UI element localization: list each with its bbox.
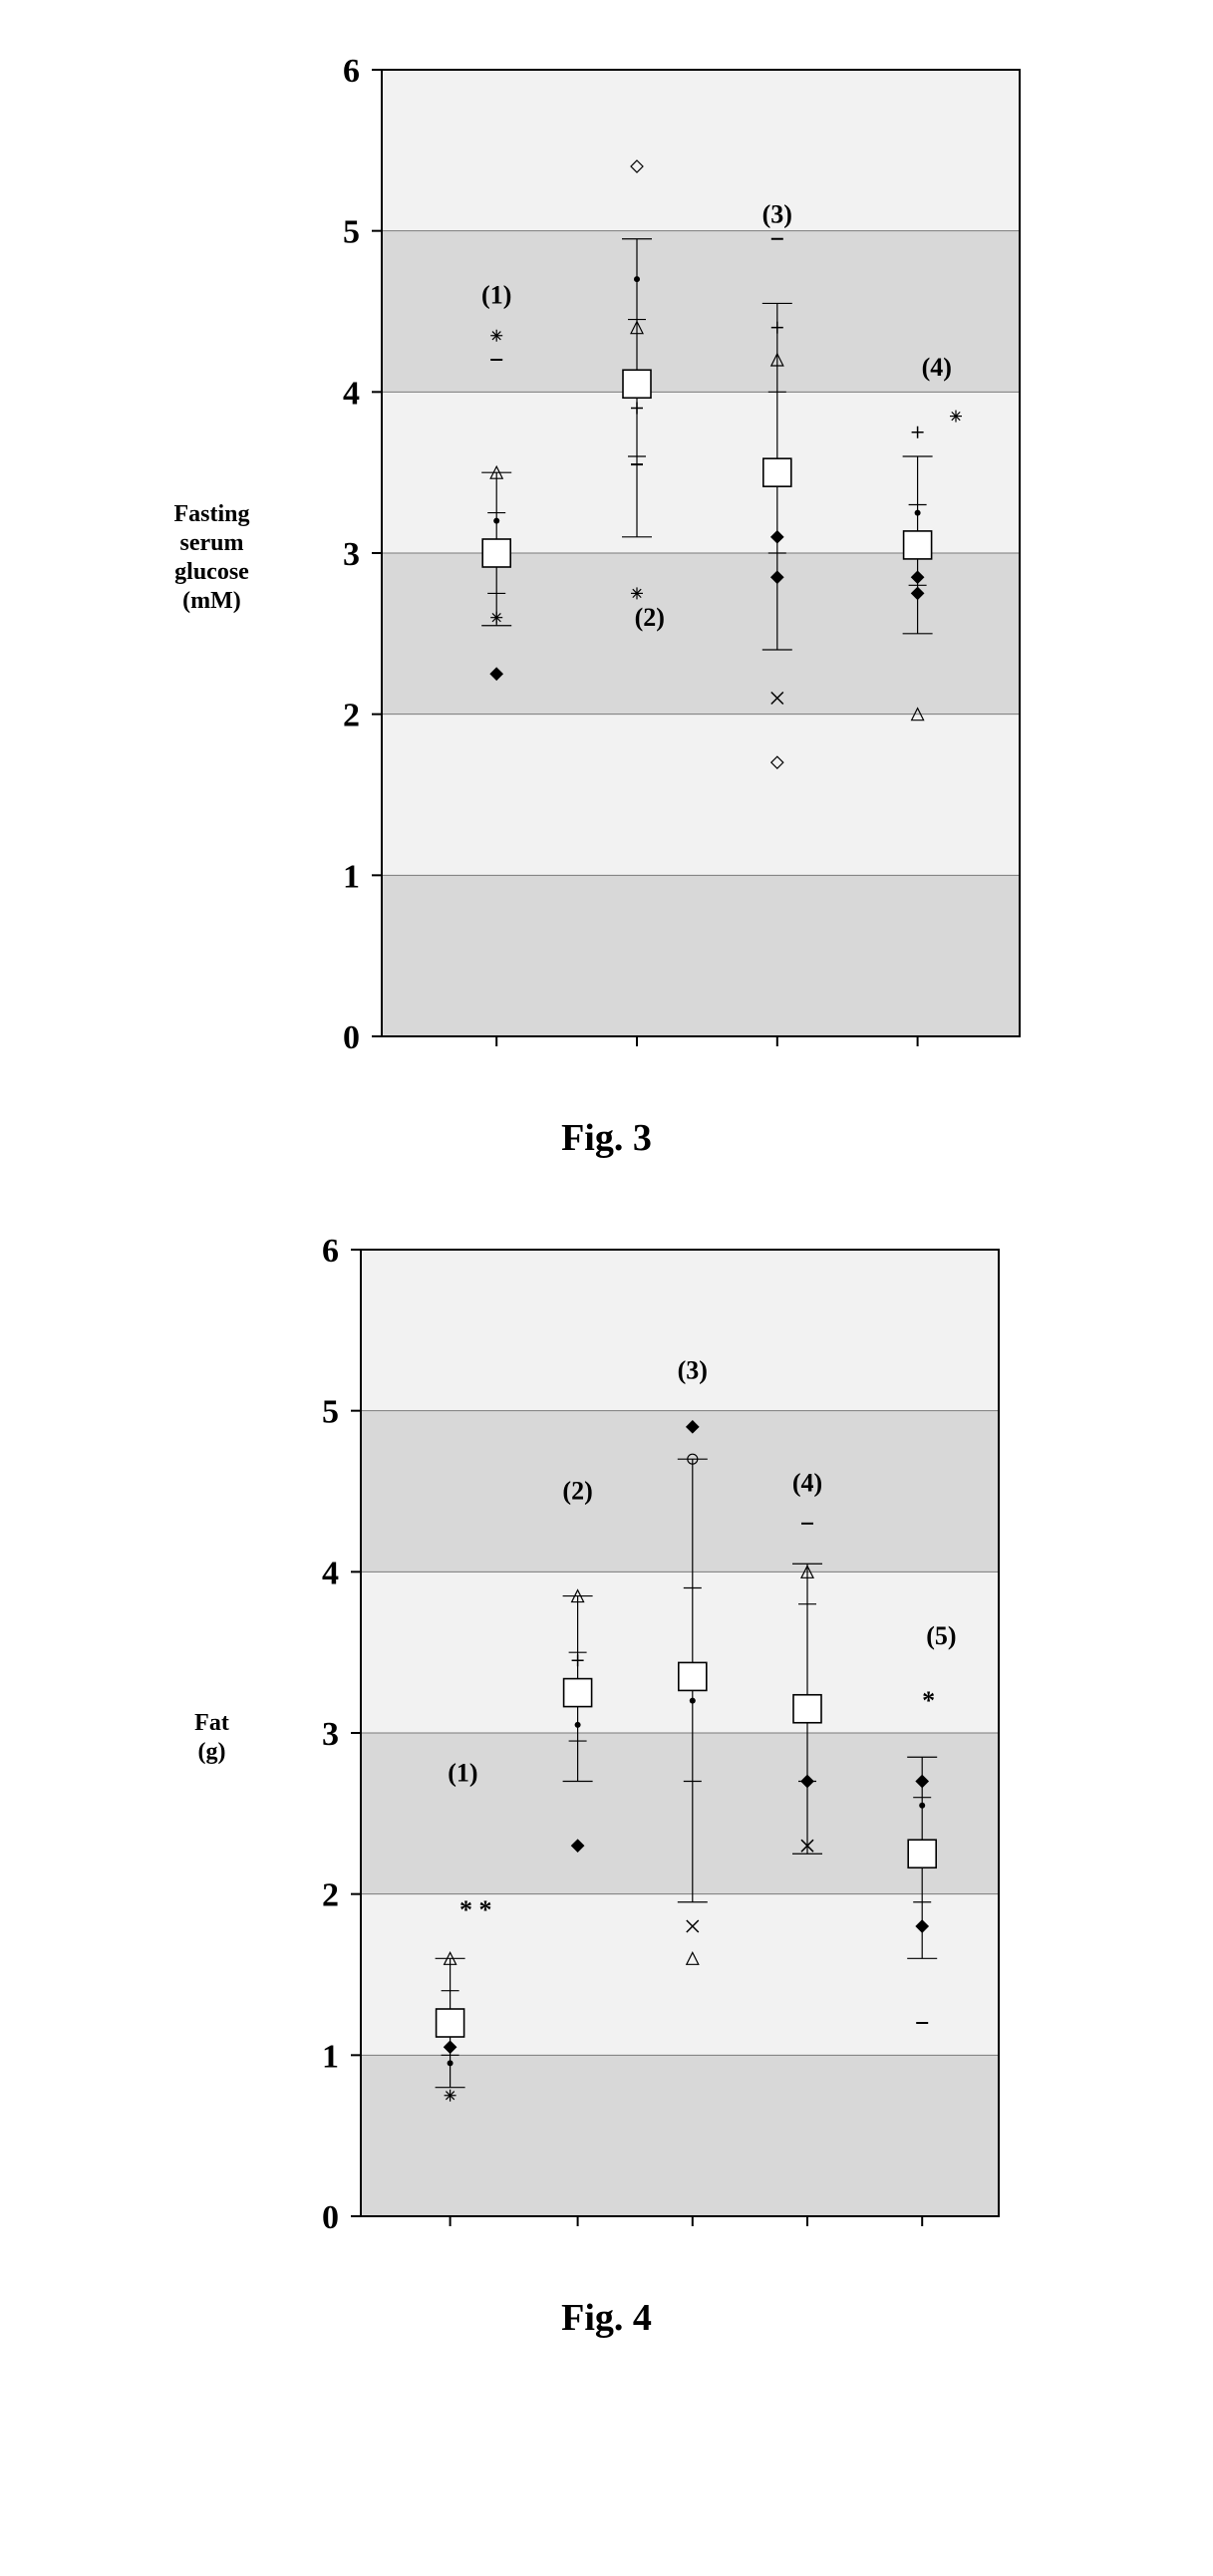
svg-text:(5): (5) xyxy=(926,1621,956,1650)
svg-text:1: 1 xyxy=(322,2038,339,2075)
svg-text:*: * xyxy=(922,1686,935,1715)
figure-4-ylabel: Fat(g) xyxy=(194,1709,229,1767)
figure-3-chart-wrap: Fastingserumglucose(mM) 0 1 2 3 4 5 6 (1) (2) (3)… xyxy=(173,40,1039,1076)
svg-text:5: 5 xyxy=(322,1394,339,1431)
svg-text:4: 4 xyxy=(343,375,360,412)
svg-text:2: 2 xyxy=(343,698,360,734)
svg-text:(3): (3) xyxy=(677,1355,707,1384)
svg-text:(1): (1) xyxy=(448,1759,477,1788)
figure-4: Fat(g) 0 1 2 3 4 5 6 (1) * * (2) (3) (4) (5) * Fig. 4 xyxy=(194,1220,1019,2340)
svg-text:3: 3 xyxy=(322,1716,339,1753)
svg-text:(1): (1) xyxy=(481,280,511,309)
svg-text:(4): (4) xyxy=(921,353,951,382)
svg-text:(2): (2) xyxy=(634,603,664,632)
figure-4-caption: Fig. 4 xyxy=(561,2296,652,2340)
figure-3-caption: Fig. 3 xyxy=(561,1116,652,1160)
svg-text:* *: * * xyxy=(459,1895,492,1924)
svg-text:1: 1 xyxy=(343,858,360,895)
figure-4-plot: 0 1 2 3 4 5 6 (1) * * (2) (3) (4) (5) * xyxy=(241,1220,1019,2256)
svg-text:0: 0 xyxy=(322,2199,339,2236)
svg-text:4: 4 xyxy=(322,1555,339,1591)
svg-text:6: 6 xyxy=(343,53,360,90)
svg-text:(2): (2) xyxy=(562,1477,592,1506)
svg-text:5: 5 xyxy=(343,214,360,251)
svg-text:6: 6 xyxy=(322,1233,339,1270)
svg-text:2: 2 xyxy=(322,1877,339,1914)
figure-3: Fastingserumglucose(mM) 0 1 2 3 4 5 6 (1) (2) (3)… xyxy=(173,40,1039,1160)
svg-text:0: 0 xyxy=(343,1019,360,1056)
svg-text:3: 3 xyxy=(343,536,360,573)
figure-3-plot: 0 1 2 3 4 5 6 (1) (2) (3) (4) xyxy=(262,40,1040,1076)
figure-4-chart-wrap: Fat(g) 0 1 2 3 4 5 6 (1) * * (2) (3) (4) (5) * xyxy=(194,1220,1019,2256)
figure-3-ylabel: Fastingserumglucose(mM) xyxy=(173,500,249,615)
svg-text:(3): (3) xyxy=(761,200,791,229)
svg-text:(4): (4) xyxy=(792,1469,822,1498)
